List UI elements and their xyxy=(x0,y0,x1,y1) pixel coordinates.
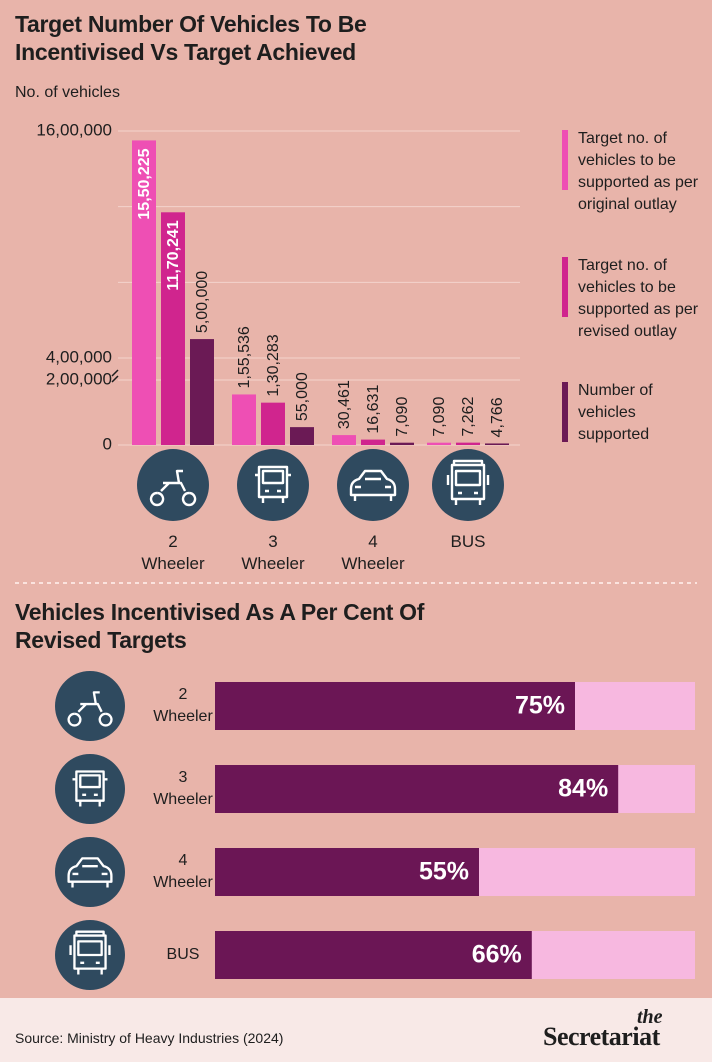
y-tick-label: 0 xyxy=(103,434,112,453)
icon-stroke xyxy=(67,857,113,888)
value-label: 75% xyxy=(515,692,565,720)
icon-circle xyxy=(55,754,125,824)
bar xyxy=(215,848,479,896)
icon-stroke xyxy=(67,691,113,727)
legend-label: Target no. of vehicles to be supported a… xyxy=(578,130,699,213)
icon-glyph xyxy=(349,469,397,501)
value-label: 7,090 xyxy=(431,397,448,437)
y-tick-label: 4,00,000 xyxy=(46,347,112,366)
bar xyxy=(332,435,356,445)
legend-label: Number of vehicles supported xyxy=(578,382,653,443)
category-label: 4 Wheeler xyxy=(153,852,213,891)
value-label: 4,766 xyxy=(489,397,506,437)
legend-swatch xyxy=(562,382,568,442)
footer-bg xyxy=(0,998,712,1062)
value-label: 16,631 xyxy=(365,385,382,434)
value-label: 66% xyxy=(472,941,522,969)
bar xyxy=(161,212,185,445)
icon-stroke xyxy=(149,469,197,507)
icon-glyph xyxy=(67,857,113,888)
value-label: 55,000 xyxy=(294,372,311,421)
value-label: 55% xyxy=(419,858,469,886)
icon-glyph xyxy=(67,691,113,727)
axis-break xyxy=(111,369,119,383)
icon-circle xyxy=(55,837,125,907)
icon-stroke xyxy=(72,770,108,807)
value-label: 5,00,000 xyxy=(194,271,211,333)
category-label: BUS xyxy=(166,946,200,963)
icon-glyph xyxy=(255,465,291,503)
icon-glyph xyxy=(69,930,111,975)
value-label: 84% xyxy=(558,775,608,803)
icon-stroke xyxy=(69,930,111,975)
y-axis-label: No. of vehicles xyxy=(15,84,120,101)
icon-stroke xyxy=(446,459,490,505)
bar xyxy=(190,339,214,445)
bar xyxy=(427,442,451,445)
vehicle-icon xyxy=(137,449,209,521)
x-tick-label: 3 Wheeler xyxy=(241,532,305,573)
bar xyxy=(456,442,480,445)
bar xyxy=(361,439,385,445)
chart-title: Target Number Of Vehicles To Be Incentiv… xyxy=(15,11,367,65)
value-label: 30,461 xyxy=(336,380,353,429)
source: Source: Ministry of Heavy Industries (20… xyxy=(15,1030,284,1046)
value-label: 15,50,225 xyxy=(136,148,153,219)
bar xyxy=(132,140,156,445)
logo-small: the xyxy=(637,1006,663,1028)
vehicle-icon xyxy=(55,671,125,741)
x-tick-label: BUS xyxy=(450,532,486,551)
bar xyxy=(261,402,285,445)
legend-swatch xyxy=(562,257,568,317)
bar xyxy=(390,442,414,445)
y-tick-label: 16,00,000 xyxy=(36,120,112,139)
icon-stroke xyxy=(255,465,291,503)
value-label: 7,090 xyxy=(394,397,411,437)
legend-label: Target no. of vehicles to be supported a… xyxy=(578,257,699,340)
icon-circle xyxy=(237,449,309,521)
x-tick-label: 4 Wheeler xyxy=(341,532,405,573)
icon-glyph xyxy=(446,459,490,505)
icon-circle xyxy=(337,449,409,521)
value-label: 1,55,536 xyxy=(236,326,253,388)
bar xyxy=(215,682,575,730)
bar xyxy=(215,765,619,813)
category-label: 2 Wheeler xyxy=(153,686,213,725)
bar xyxy=(485,443,509,445)
vehicle-icon xyxy=(337,449,409,521)
icon-glyph xyxy=(72,770,108,807)
vehicle-icon xyxy=(237,449,309,521)
icon-glyph xyxy=(149,469,197,507)
category-label: 3 Wheeler xyxy=(153,769,213,808)
x-tick-label: 2 Wheeler xyxy=(141,532,205,573)
icon-circle xyxy=(55,671,125,741)
bar xyxy=(290,427,314,445)
value-label: 1,30,283 xyxy=(265,334,282,396)
value-label: 7,262 xyxy=(460,396,477,436)
vehicle-icon xyxy=(432,449,504,521)
vehicle-icon xyxy=(55,920,125,990)
logo-large: Secretariat xyxy=(543,1022,660,1051)
legend-swatch xyxy=(562,130,568,190)
icon-circle xyxy=(137,449,209,521)
vehicle-icon xyxy=(55,837,125,907)
y-tick-label: 2,00,000 xyxy=(46,369,112,388)
icon-stroke xyxy=(349,469,397,501)
bar xyxy=(215,931,532,979)
bar xyxy=(232,394,256,445)
vehicle-icon xyxy=(55,754,125,824)
chart-title: Vehicles Incentivised As A Per Cent Of R… xyxy=(15,599,425,653)
value-label: 11,70,241 xyxy=(165,220,182,290)
